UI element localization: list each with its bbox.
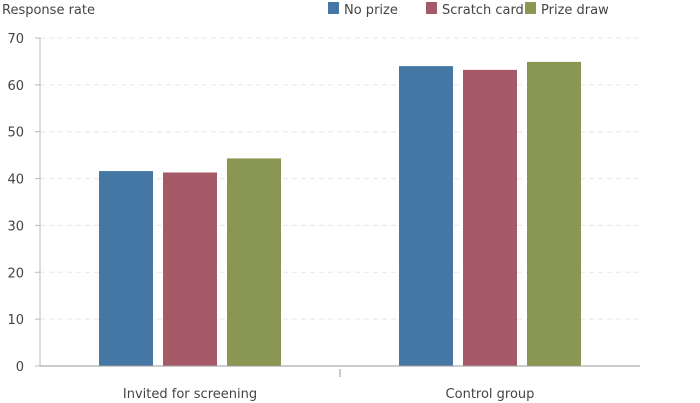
y-axis-label: Response rate [2,3,95,18]
legend-label: No prize [344,3,398,18]
bar-no-prize [99,171,153,366]
bar-prize-draw [527,61,581,366]
axes: 0 10 20 30 40 50 60 70 Invited for screening Cont… [7,32,640,402]
legend-swatch [525,2,536,14]
legend-label: Scratch card [442,3,524,18]
bar-prize-draw [227,158,281,366]
legend-swatch [328,2,339,14]
legend-swatch [426,2,437,14]
y-tick-label: 20 [7,266,24,281]
x-tick-label: Invited for screening [123,387,257,402]
bar-scratch-card [463,69,517,366]
bar-no-prize [399,66,453,366]
legend-label: Prize draw [541,3,609,18]
legend: No prize Scratch card Prize draw [328,2,609,18]
bars [99,61,581,366]
y-tick-label: 60 [7,79,24,94]
bar-scratch-card [163,172,217,366]
y-tick-label: 0 [16,360,24,375]
y-tick-label: 10 [7,313,24,328]
y-tick-label: 50 [7,126,24,141]
x-tick-label: Control group [446,387,535,402]
y-tick-label: 70 [7,32,24,47]
y-tick-label: 30 [7,219,24,234]
y-tick-label: 40 [7,173,24,188]
